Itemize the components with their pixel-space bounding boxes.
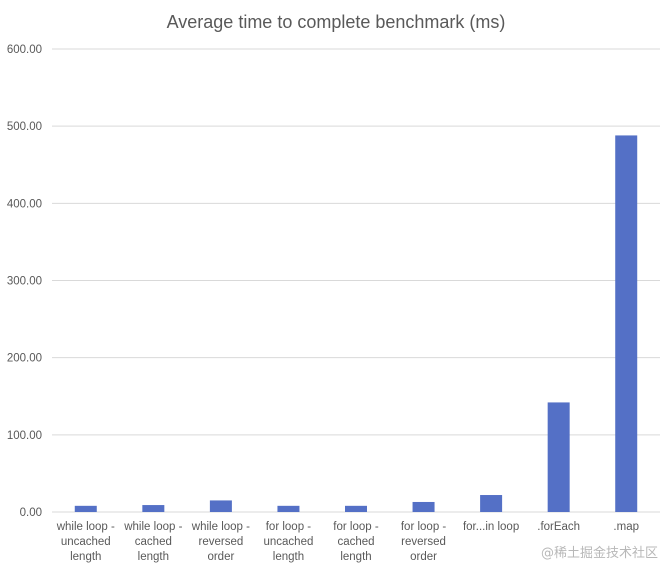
x-category-label: for loop - uncached length [264,521,314,563]
bar [277,505,300,512]
bar [74,505,97,512]
x-category-label-line: reversed [401,536,446,548]
x-category-label: .map [613,521,639,533]
x-category-label-line: length [70,551,101,563]
x-category-label: while loop - cached length [123,521,182,563]
y-tick-label: 200.00 [7,353,42,365]
bars [74,135,638,512]
bar [345,505,367,512]
x-category-label-line: uncached [264,536,314,548]
y-tick-label: 500.00 [7,121,42,133]
x-category-label-line: for loop - [401,521,447,533]
x-category-label-line: for loop - [266,521,312,533]
x-category-label-line: length [340,551,371,563]
y-tick-label: 600.00 [7,44,42,56]
y-tick-label: 100.00 [7,430,42,442]
x-category-label-line: order [410,551,437,563]
x-axis-category-labels: while loop - uncached length while loop - ca… [56,521,639,563]
x-category-label-line: uncached [61,536,111,548]
bar [209,500,232,512]
x-category-label-line: for...in loop [463,521,519,533]
x-category-label: for loop - cached length [333,521,379,563]
x-category-label-line: reversed [199,536,244,548]
x-category-label: for loop - reversed order [401,521,447,563]
bar [547,402,570,512]
bar [412,501,435,512]
x-category-label: for...in loop [463,521,519,533]
x-category-label-line: .forEach [537,521,580,533]
gridlines [52,48,660,513]
y-tick-label: 300.00 [7,276,42,288]
bar [142,505,165,512]
watermark: @稀土掘金技术社区 [540,546,658,561]
x-category-label: while loop - uncached length [56,521,115,563]
x-category-label-line: .map [613,521,639,533]
x-category-label-line: cached [135,536,172,548]
x-category-label-line: for loop - [333,521,379,533]
y-tick-label: 400.00 [7,198,42,210]
x-category-label: .forEach [537,521,580,533]
chart-title: Average time to complete benchmark (ms) [167,12,506,32]
bar [480,495,503,512]
x-category-label-line: while loop - [191,521,250,533]
y-tick-label: 0.00 [20,507,42,519]
x-category-label-line: length [138,551,169,563]
x-category-label-line: while loop - [56,521,115,533]
x-category-label: while loop - reversed order [191,521,250,563]
x-category-label-line: while loop - [123,521,182,533]
bar [615,135,638,512]
x-category-label-line: cached [337,536,374,548]
y-axis-tick-labels: 0.00 100.00 200.00 300.00 400.00 500.00 600.00 [7,44,42,519]
x-category-label-line: order [207,551,234,563]
x-category-label-line: length [273,551,304,563]
